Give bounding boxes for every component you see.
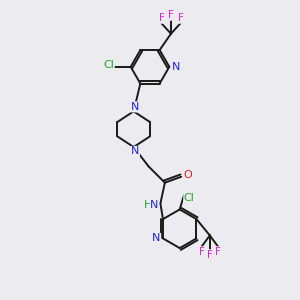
Text: F: F xyxy=(178,13,183,23)
Text: F: F xyxy=(168,10,174,20)
Text: F: F xyxy=(199,247,204,257)
Text: N: N xyxy=(172,62,180,72)
Text: N: N xyxy=(150,200,159,210)
Text: F: F xyxy=(207,250,213,260)
Text: F: F xyxy=(158,13,164,23)
Text: H: H xyxy=(144,200,152,210)
Text: Cl: Cl xyxy=(184,194,195,203)
Text: Cl: Cl xyxy=(103,60,114,70)
Text: N: N xyxy=(152,233,160,243)
Text: N: N xyxy=(131,146,139,157)
Text: F: F xyxy=(215,247,221,257)
Text: O: O xyxy=(183,170,192,180)
Text: N: N xyxy=(131,102,139,112)
